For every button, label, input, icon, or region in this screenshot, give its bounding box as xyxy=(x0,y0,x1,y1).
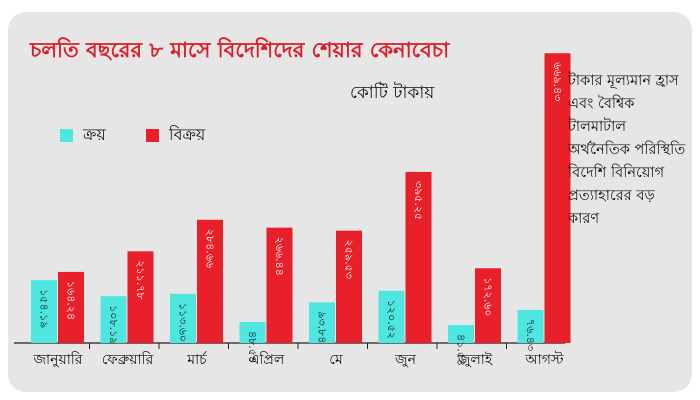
bar-value-label: ১১৩.৬০ xyxy=(177,303,190,342)
bar-sell xyxy=(127,251,154,343)
bar-buy xyxy=(378,290,405,343)
bar-value-label: ২৫৯.৫৩ xyxy=(343,240,356,279)
legend-label-buy: ক্রয় xyxy=(83,125,106,144)
bar-value-label: ২১১.৭৮ xyxy=(134,260,147,299)
bar-buy xyxy=(170,293,196,343)
bar-sell xyxy=(197,219,223,343)
legend-item-sell: বিক্রয় xyxy=(146,122,205,149)
bar-sell xyxy=(405,171,432,343)
bar-buy xyxy=(448,325,474,343)
bar-buy xyxy=(517,309,544,343)
x-tick-label: মার্চ xyxy=(186,351,207,368)
x-tick-label: ফেব্রুয়ারি xyxy=(102,351,154,368)
bar-buy xyxy=(309,302,335,343)
legend-label-sell: বিক্রয় xyxy=(169,125,206,144)
x-tick-label: জানুয়ারি xyxy=(33,351,83,368)
x-tick-label: মে xyxy=(329,352,343,368)
x-tick-label: জুলাই xyxy=(457,351,493,368)
bar-sell xyxy=(266,227,293,343)
x-tick-label: এপ্রিল xyxy=(249,351,285,368)
bar-value-label: ৭৬.৪৩ xyxy=(524,319,537,351)
bar-sell xyxy=(475,268,501,343)
bar-value-label: ২৬৬.৪৪ xyxy=(273,237,286,276)
bar-sell xyxy=(58,271,84,343)
bar-sell xyxy=(336,230,362,343)
bar-sell xyxy=(544,53,571,343)
bar-value-label: ৪১.৫৪ xyxy=(455,334,468,366)
bar-value-label: ৬৬৯.৪৩ xyxy=(551,62,564,101)
bar-value-label: ১৭২.৬০ xyxy=(482,277,495,316)
bar-value-label: ১২০.৫২ xyxy=(385,300,398,339)
bar-value-label: ৯৩.৮৪ xyxy=(316,311,329,343)
legend-item-buy: ক্রয় xyxy=(60,122,106,149)
bar-value-label: ৩৯৫.২৫ xyxy=(412,181,425,220)
bar-buy xyxy=(239,321,266,343)
legend-swatch-sell xyxy=(146,129,159,142)
bar-value-label: ১৫৪.১৯ xyxy=(38,289,51,328)
chart-title: চলতি বছরের ৮ মাসে বিদেশিদের শেয়ার কেনাব… xyxy=(30,38,450,62)
bar-buy xyxy=(100,296,127,343)
bar-buy xyxy=(31,280,57,343)
x-tick-label: জুন xyxy=(394,352,417,368)
x-tick-label: আগস্ট xyxy=(524,351,564,368)
legend-swatch-buy xyxy=(60,129,73,142)
chart-unit-label: কোটি টাকায় xyxy=(350,83,435,103)
bar-value-label: ১০৮.১৯ xyxy=(107,305,120,344)
side-note: টাকার মূল্যমান হ্রাস এবং বৈশ্বিক টালমাটা… xyxy=(568,73,686,227)
bar-value-label: ১৬৪.২৪ xyxy=(65,281,78,320)
bar-value-label: ৪৮.৫৪ xyxy=(246,331,259,363)
bar-value-label: ২৮৪.৬৬ xyxy=(204,229,217,268)
